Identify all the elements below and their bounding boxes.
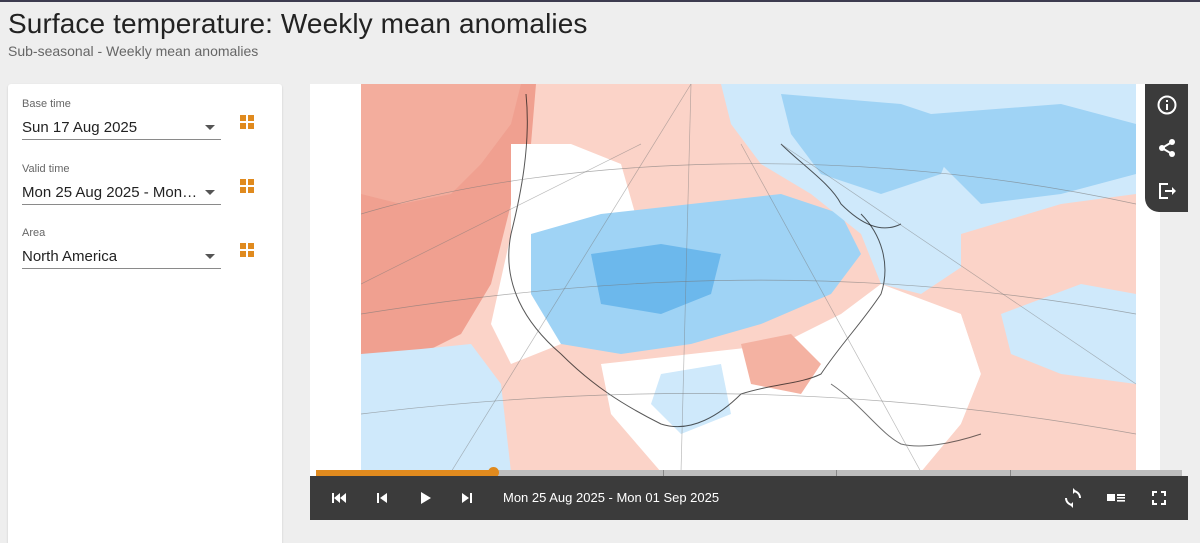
timeline-thumb[interactable] [487, 467, 499, 478]
valid-time-grid-icon[interactable] [240, 179, 255, 194]
page-subtitle: Sub-seasonal - Weekly mean anomalies [8, 43, 259, 59]
area-value: North America [22, 248, 118, 265]
chevron-down-icon [205, 254, 215, 259]
timeline-slider[interactable] [316, 467, 1182, 478]
step-forward-icon[interactable] [457, 488, 477, 508]
player-controls: Mon 25 Aug 2025 - Mon 01 Sep 2025 [310, 476, 1188, 520]
timeline-tick [1010, 470, 1011, 476]
base-time-value: Sun 17 Aug 2025 [22, 119, 138, 136]
base-time-field: Base time Sun 17 Aug 2025 [22, 98, 222, 140]
skip-to-start-icon[interactable] [329, 488, 349, 508]
chevron-down-icon [205, 125, 215, 130]
base-time-select[interactable]: Sun 17 Aug 2025 [22, 116, 221, 140]
timeline-tick [663, 470, 664, 476]
area-grid-icon[interactable] [240, 243, 255, 258]
area-field: Area North America [22, 227, 222, 269]
step-back-icon[interactable] [372, 488, 392, 508]
map-viewer: Mon 25 Aug 2025 - Mon 01 Sep 2025 [310, 84, 1188, 520]
base-time-label: Base time [22, 98, 71, 110]
loop-icon[interactable] [1063, 488, 1083, 508]
base-time-grid-icon[interactable] [240, 115, 255, 130]
legend-toggle-icon[interactable] [1106, 488, 1126, 508]
chevron-down-icon [205, 190, 215, 195]
anomaly-map-image [361, 84, 1136, 472]
date-range-label: Mon 25 Aug 2025 - Mon 01 Sep 2025 [503, 490, 720, 505]
share-icon[interactable] [1156, 137, 1178, 159]
timeline-progress [316, 470, 493, 476]
export-icon[interactable] [1156, 180, 1178, 202]
settings-panel: Base time Sun 17 Aug 2025 Valid time Mon… [8, 84, 282, 543]
valid-time-value: Mon 25 Aug 2025 - Mon 01 Sep 2025 [22, 184, 198, 201]
valid-time-select[interactable]: Mon 25 Aug 2025 - Mon 01 Sep 2025 [22, 181, 221, 205]
top-border [0, 0, 1200, 2]
area-label: Area [22, 227, 46, 239]
info-icon[interactable] [1156, 94, 1178, 116]
fullscreen-icon[interactable] [1149, 488, 1169, 508]
page-title: Surface temperature: Weekly mean anomali… [8, 8, 588, 39]
map-toolbar [1145, 84, 1188, 212]
area-select[interactable]: North America [22, 245, 221, 269]
valid-time-label: Valid time [22, 163, 70, 175]
valid-time-field: Valid time Mon 25 Aug 2025 - Mon 01 Sep … [22, 163, 222, 205]
anomaly-map[interactable] [361, 84, 1136, 472]
play-icon[interactable] [415, 488, 435, 508]
timeline-tick [836, 470, 837, 476]
